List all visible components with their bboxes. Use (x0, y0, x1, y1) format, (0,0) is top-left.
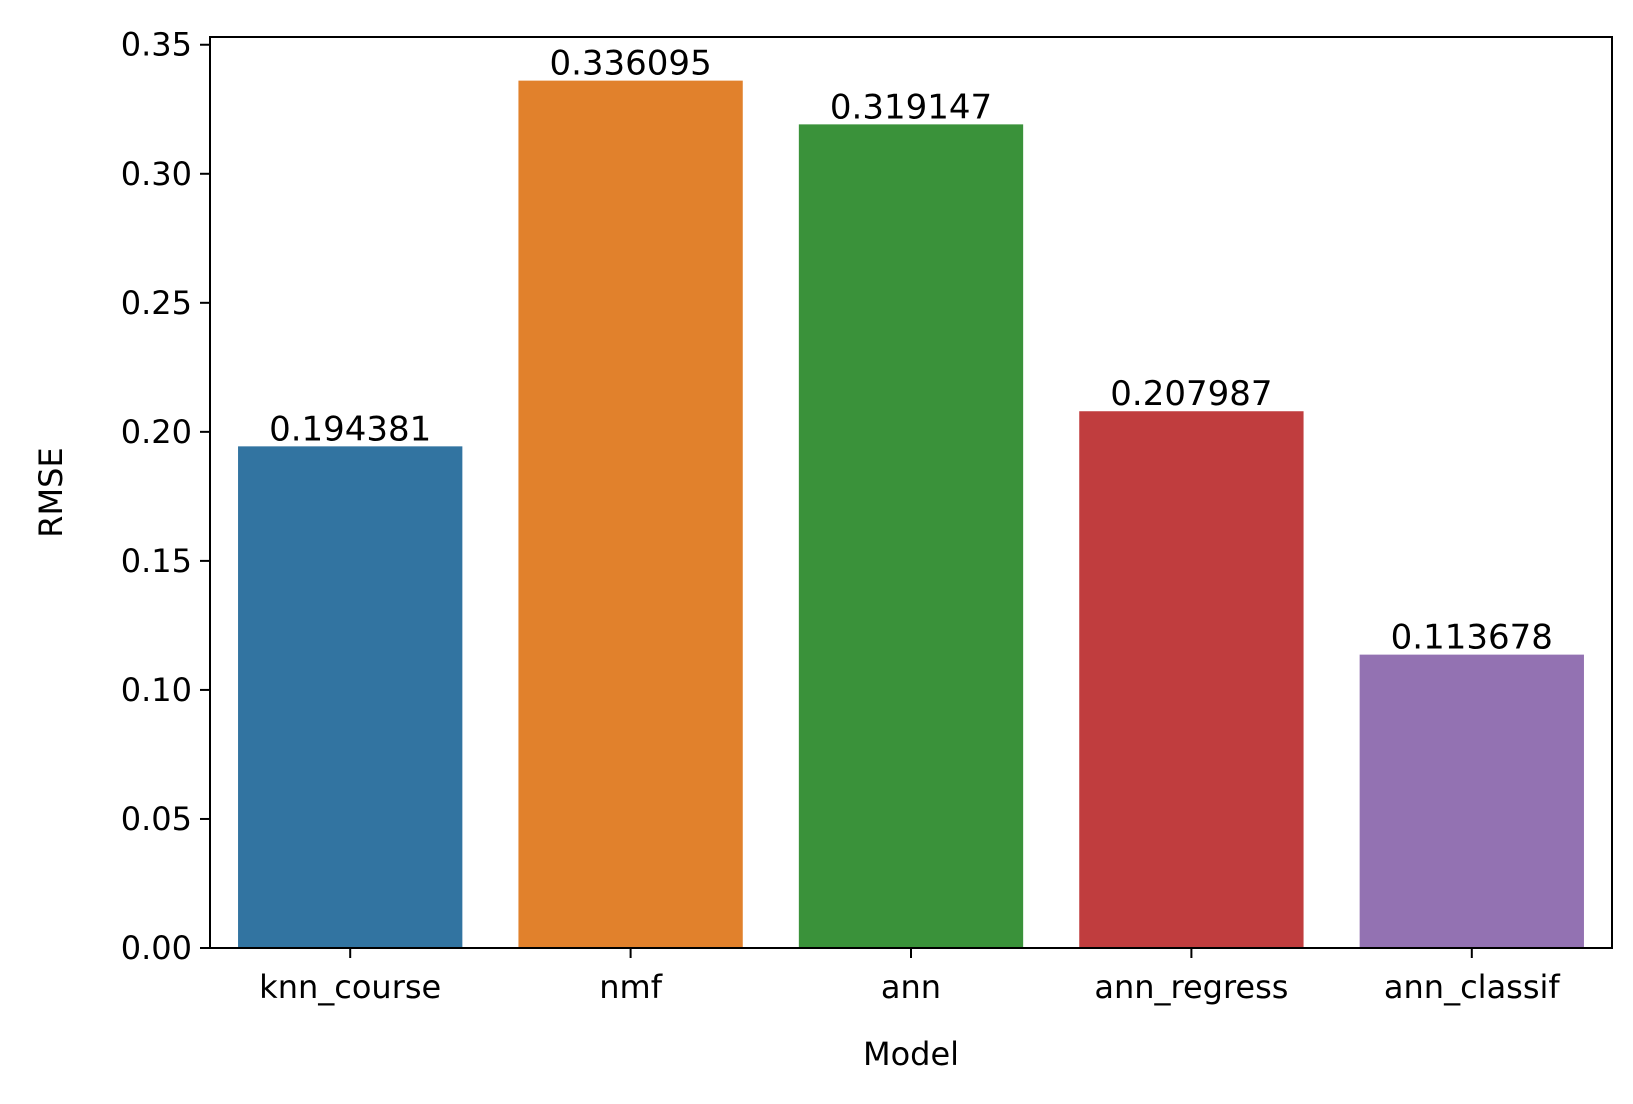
bar-ann-classif (1359, 654, 1584, 948)
x-tick-label: ann_classif (1384, 968, 1561, 1006)
y-tick-label: 0.15 (121, 542, 192, 580)
y-tick-label: 0.35 (121, 26, 192, 64)
x-tick-label: knn_course (259, 968, 441, 1006)
y-axis-label: RMSE (32, 447, 70, 537)
x-axis-label: Model (863, 1035, 959, 1073)
x-tick-label: ann_regress (1094, 968, 1288, 1006)
x-tick-label: nmf (599, 968, 662, 1006)
bar-nmf (518, 80, 743, 949)
data-label-nmf: 0.336095 (549, 44, 711, 84)
bar-knn-course (238, 446, 463, 948)
data-label-ann-regress: 0.207987 (1110, 374, 1272, 414)
bar-ann-regress (1079, 411, 1304, 948)
data-label-ann-classif: 0.113678 (1391, 618, 1553, 658)
y-tick-label: 0.10 (121, 671, 192, 709)
data-labels-layer: 0.194381 0.336095 0.319147 0.207987 0.113678 (269, 44, 1553, 658)
y-tick-label: 0.25 (121, 284, 192, 322)
plot-frame (209, 36, 1613, 949)
data-label-knn-course: 0.194381 (269, 409, 431, 449)
bar-ann (798, 124, 1024, 949)
y-tick-label: 0.30 (121, 155, 192, 193)
ticks-layer: knn_course nmf ann ann_regress ann_classif 0.… (121, 26, 1561, 1006)
data-label-ann: 0.319147 (830, 87, 992, 127)
x-tick-label: ann (881, 968, 941, 1006)
bars-layer (238, 80, 1584, 949)
y-tick-label: 0.05 (121, 800, 192, 838)
y-tick-label: 0.00 (121, 929, 192, 967)
y-tick-label: 0.20 (121, 413, 192, 451)
